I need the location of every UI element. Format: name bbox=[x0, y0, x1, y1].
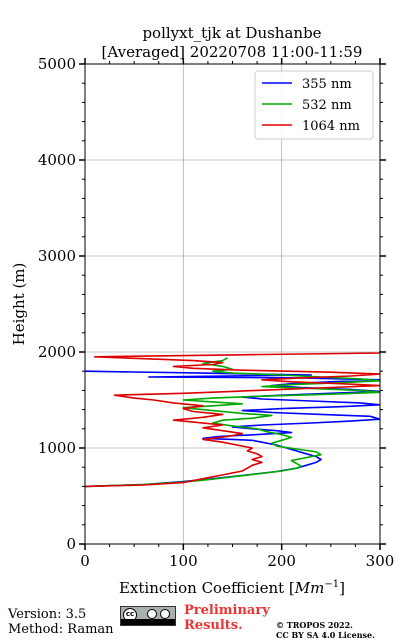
legend-box bbox=[254, 70, 374, 140]
series-line-532-nm bbox=[85, 357, 380, 488]
chart-subtitle: [Averaged] 20220708 11:00-11:59 bbox=[102, 43, 363, 61]
x-tick-label: 0 bbox=[80, 552, 90, 570]
y-tick-label: 3000 bbox=[38, 247, 76, 265]
copyright-line-2: CC BY SA 4.0 License. bbox=[276, 630, 375, 640]
y-axis-label: Height (m) bbox=[10, 263, 28, 346]
cc-badge-strip bbox=[121, 619, 175, 625]
cc-license-badge: cc bbox=[120, 606, 176, 626]
legend-label-532: 532 nm bbox=[302, 98, 352, 113]
y-tick-label: 0 bbox=[66, 535, 76, 553]
version-text: Version: 3.5 bbox=[8, 607, 87, 622]
copyright-line-1: © TROPOS 2022. bbox=[276, 620, 353, 630]
preliminary-line-2: Results. bbox=[184, 618, 243, 633]
y-tick-label: 4000 bbox=[38, 151, 76, 169]
series-line-355-nm bbox=[85, 370, 380, 488]
preliminary-results-notice: Preliminary Results. bbox=[184, 603, 270, 633]
x-tick-label: 200 bbox=[267, 552, 296, 570]
method-text: Method: Raman bbox=[8, 622, 114, 637]
x-tick-label: 100 bbox=[169, 552, 198, 570]
x-axis-label: Extinction Coefficient [Mm−1] bbox=[119, 579, 345, 597]
y-tick-label: 2000 bbox=[38, 343, 76, 361]
copyright-notice: © TROPOS 2022. CC BY SA 4.0 License. bbox=[276, 620, 375, 640]
x-tick-label: 300 bbox=[366, 552, 395, 570]
legend-label-1064: 1064 nm bbox=[302, 119, 360, 134]
y-tick-label: 5000 bbox=[38, 55, 76, 73]
series-line-1064-nm bbox=[85, 351, 380, 488]
series-layer bbox=[85, 351, 380, 488]
legend: 355 nm 532 nm 1064 nm bbox=[254, 70, 374, 140]
preliminary-line-1: Preliminary bbox=[184, 603, 270, 618]
y-tick-label: 1000 bbox=[38, 439, 76, 457]
sa-icon bbox=[160, 609, 170, 619]
legend-label-355: 355 nm bbox=[302, 77, 352, 92]
by-icon bbox=[147, 609, 157, 619]
chart-title: pollyxt_tjk at Dushanbe bbox=[142, 24, 321, 42]
